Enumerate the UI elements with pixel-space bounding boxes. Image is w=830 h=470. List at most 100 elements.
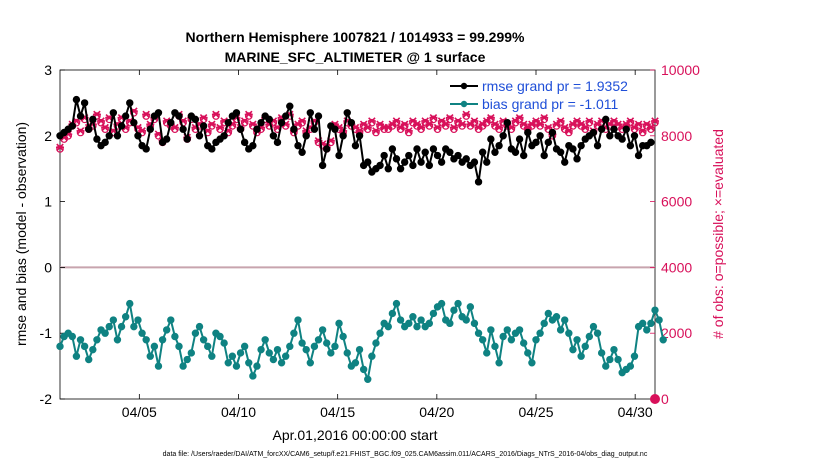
rmse-point: [622, 125, 630, 133]
rmse-point: [429, 145, 438, 153]
bias-point: [450, 306, 458, 314]
obs-possible-point: [417, 125, 425, 134]
obs-possible-point: [462, 112, 471, 120]
rmse-point: [478, 148, 487, 156]
bias-point: [565, 329, 573, 337]
bias-point: [470, 319, 479, 328]
obs-evaluated-point: [581, 123, 590, 132]
rmse-point: [76, 112, 85, 120]
bias-point: [413, 322, 421, 331]
rmse-point: [208, 145, 216, 153]
obs-possible-point: [450, 125, 458, 134]
bias-point: [224, 359, 232, 367]
rmse-point: [290, 125, 298, 133]
rmse-point: [195, 132, 204, 140]
bias-point: [179, 362, 187, 370]
obs-evaluated-point: [142, 110, 151, 119]
rmse-point: [597, 125, 606, 133]
obs-evaluated-point: [207, 120, 216, 129]
obs-evaluated-point: [462, 110, 471, 119]
bias-point: [306, 359, 315, 367]
rmse-point: [351, 141, 360, 150]
rmse-point: [606, 132, 614, 140]
rmse-point: [519, 151, 528, 160]
obs-possible-point: [368, 118, 376, 127]
bias-point: [556, 326, 565, 334]
bias-point: [528, 359, 536, 367]
rmse-point: [487, 135, 495, 143]
bias-point: [626, 362, 635, 370]
y-right-tick-label: 10000: [661, 62, 700, 78]
rmse-point: [167, 118, 175, 127]
rmse-point: [540, 151, 548, 160]
rmse-point: [437, 158, 446, 166]
rmse-point: [343, 109, 351, 117]
obs-evaluated-point: [425, 120, 434, 129]
bias-point: [614, 355, 622, 364]
rmse-point: [89, 115, 97, 124]
bias-point: [437, 299, 446, 308]
bias-point: [121, 313, 130, 321]
rmse-point: [446, 148, 454, 156]
rmse-point: [105, 132, 113, 140]
obs-evaluated-point: [646, 123, 655, 132]
rmse-point: [134, 132, 142, 140]
bias-point: [524, 349, 532, 357]
bias-point: [105, 322, 113, 331]
obs-possible-point: [495, 125, 503, 134]
bias-point: [515, 326, 524, 334]
bias-point: [191, 329, 200, 337]
rmse-point: [573, 155, 581, 163]
bias-point: [130, 322, 138, 331]
rmse-point: [269, 132, 278, 140]
rmse-point: [306, 109, 315, 117]
bias-point: [56, 342, 64, 351]
obs-evaluated-point: [651, 117, 659, 125]
bias-point: [597, 349, 606, 357]
rmse-point: [556, 148, 565, 156]
y-right-tick-label: 4000: [661, 259, 692, 275]
y-left-tick-label: 3: [44, 62, 52, 78]
rmse-point: [72, 95, 81, 104]
bias-point: [569, 345, 577, 354]
y-right-tick-label: 6000: [661, 194, 692, 210]
right-axis-zero-marker: [650, 394, 660, 404]
rmse-point: [364, 158, 372, 166]
bias-point: [655, 316, 663, 324]
bias-point: [187, 349, 196, 357]
rmse-point: [602, 115, 610, 124]
obs-possible-point: [130, 108, 138, 117]
rmse-point: [101, 138, 109, 147]
bias-point: [331, 342, 339, 351]
bias-point: [659, 336, 667, 344]
rmse-point: [281, 112, 290, 120]
bias-point: [318, 326, 327, 334]
y-right-tick-label: 2000: [661, 325, 692, 341]
bias-series-line: [59, 300, 665, 383]
rmse-point: [240, 138, 249, 147]
rmse-point: [331, 125, 339, 133]
rmse-point: [154, 109, 163, 117]
bias-point: [269, 355, 278, 364]
x-axis-label: Apr.01,2016 00:00:00 start: [272, 427, 437, 443]
bias-point: [195, 322, 204, 331]
obs-evaluated-point: [449, 123, 458, 132]
rmse-point: [491, 148, 499, 156]
rmse-point: [483, 158, 491, 166]
bias-point: [146, 352, 154, 360]
bias-point: [630, 352, 639, 360]
bias-point: [425, 319, 434, 328]
bias-point: [577, 352, 585, 360]
bias-point: [593, 329, 602, 337]
bias-point: [204, 342, 212, 351]
bias-point: [610, 345, 618, 354]
rmse-point: [179, 125, 187, 133]
obs-evaluated-point: [638, 127, 647, 135]
bias-point: [175, 342, 183, 351]
y-axis-left-label: rmse and bias (model - observation): [13, 122, 29, 346]
rmse-point: [286, 102, 294, 110]
obs-possible-point: [433, 125, 442, 134]
obs-evaluated-point: [495, 123, 504, 132]
obs-evaluated-point: [211, 110, 220, 119]
bias-point: [343, 349, 351, 357]
